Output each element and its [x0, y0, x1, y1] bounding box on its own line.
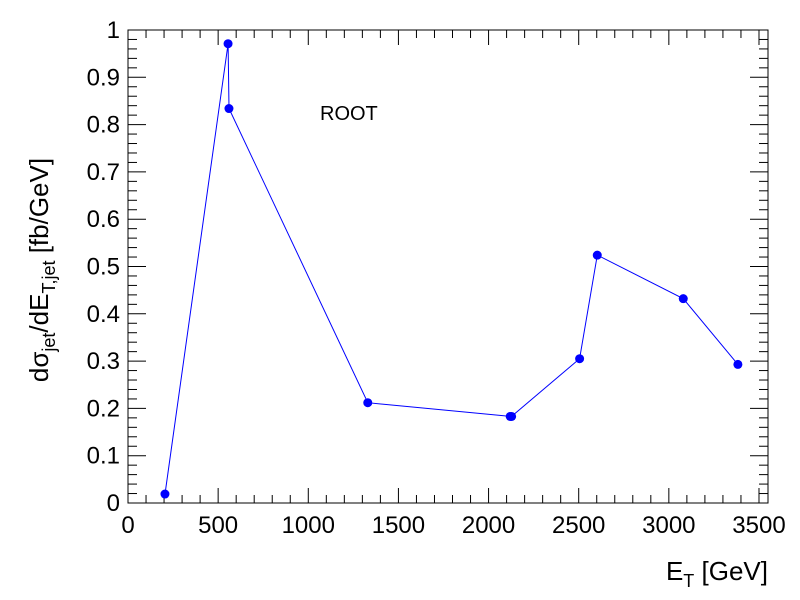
data-point [575, 354, 585, 364]
y-tick-label: 0 [107, 490, 120, 517]
data-layer [160, 39, 743, 499]
y-tick-label: 1 [107, 17, 120, 44]
y-axis-title: dσjet/dET,jet [fb/GeV] [24, 158, 59, 382]
data-point [507, 411, 517, 421]
x-tick-label: 3500 [732, 512, 785, 539]
y-tick-label: 0.6 [87, 206, 120, 233]
data-point [678, 294, 688, 304]
data-point [733, 359, 743, 369]
y-tick-label: 0.4 [87, 301, 120, 328]
x-tick-label: 2000 [462, 512, 515, 539]
y-tick-label: 0.5 [87, 254, 120, 281]
data-point [363, 398, 373, 408]
y-tick-label: 0.7 [87, 159, 120, 186]
x-tick-label: 2500 [552, 512, 605, 539]
annotation-root: ROOT [320, 103, 378, 125]
x-tick-label: 1500 [372, 512, 425, 539]
axes-layer: 0 500 1000 1500 2000 2500 3000 3500 0 0.1 0.2 0.3 0.… [87, 17, 786, 539]
x-axis-title: ET [GeV] [666, 556, 768, 591]
y-tick-label: 0.3 [87, 348, 120, 375]
y-tick-label: 0.8 [87, 112, 120, 139]
y-tick-label: 0.2 [87, 395, 120, 422]
data-point [224, 104, 234, 114]
x-tick-label: 1000 [282, 512, 335, 539]
x-tick-label: 3000 [642, 512, 695, 539]
data-point [223, 39, 233, 49]
y-tick-label: 0.9 [87, 64, 120, 91]
data-point [160, 489, 170, 499]
x-tick-label: 0 [121, 512, 134, 539]
data-point [592, 250, 602, 260]
x-tick-label: 500 [198, 512, 238, 539]
y-tick-label: 0.1 [87, 443, 120, 470]
